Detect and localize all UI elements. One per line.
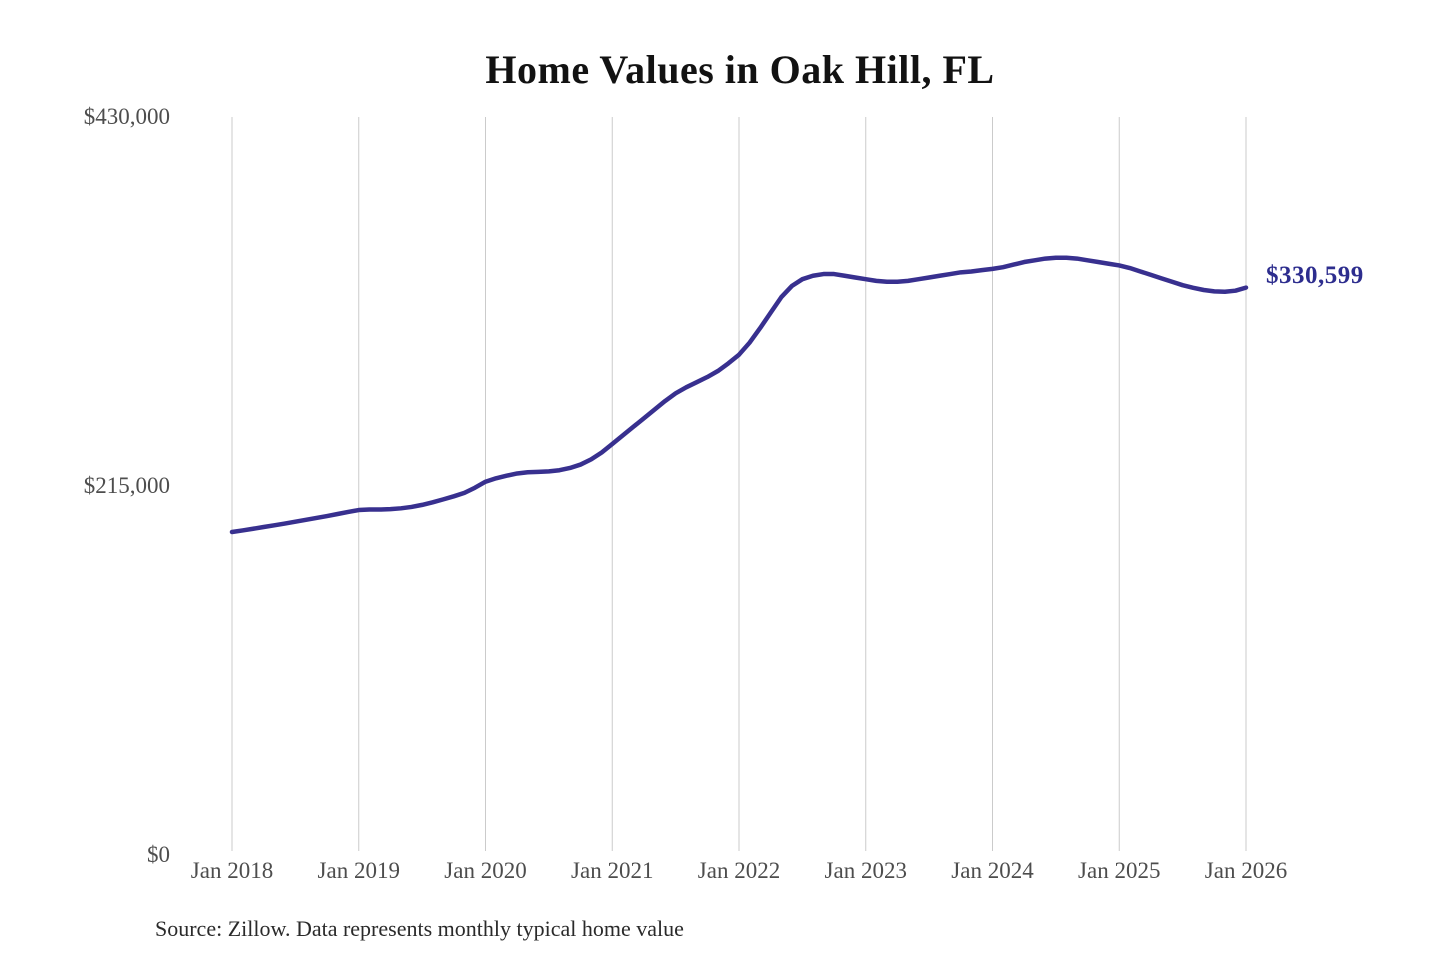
x-tick-jan-2026: Jan 2026 xyxy=(1204,858,1288,883)
x-tick-jan-2021: Jan 2021 xyxy=(571,858,654,883)
latest-value-label: $330,599 xyxy=(1266,262,1364,289)
source-attribution: Source: Zillow. Data represents monthly … xyxy=(155,916,684,941)
x-tick-jan-2020: Jan 2020 xyxy=(444,858,527,883)
y-tick-430000: $430,000 xyxy=(83,104,170,129)
x-tick-jan-2025: Jan 2025 xyxy=(1078,858,1161,883)
vertical-gridlines xyxy=(231,117,1247,851)
x-tick-jan-2018: Jan 2018 xyxy=(190,858,274,883)
chart-title: Home Values in Oak Hill, FL xyxy=(485,47,995,92)
x-tick-jan-2024: Jan 2024 xyxy=(951,858,1034,883)
x-tick-jan-2023: Jan 2023 xyxy=(824,858,907,883)
y-tick-0: $0 xyxy=(147,842,170,867)
home-value-line-series xyxy=(229,255,1249,535)
x-tick-jan-2022: Jan 2022 xyxy=(697,858,781,883)
x-tick-jan-2019: Jan 2019 xyxy=(317,858,400,883)
y-tick-215000: $215,000 xyxy=(83,473,170,498)
